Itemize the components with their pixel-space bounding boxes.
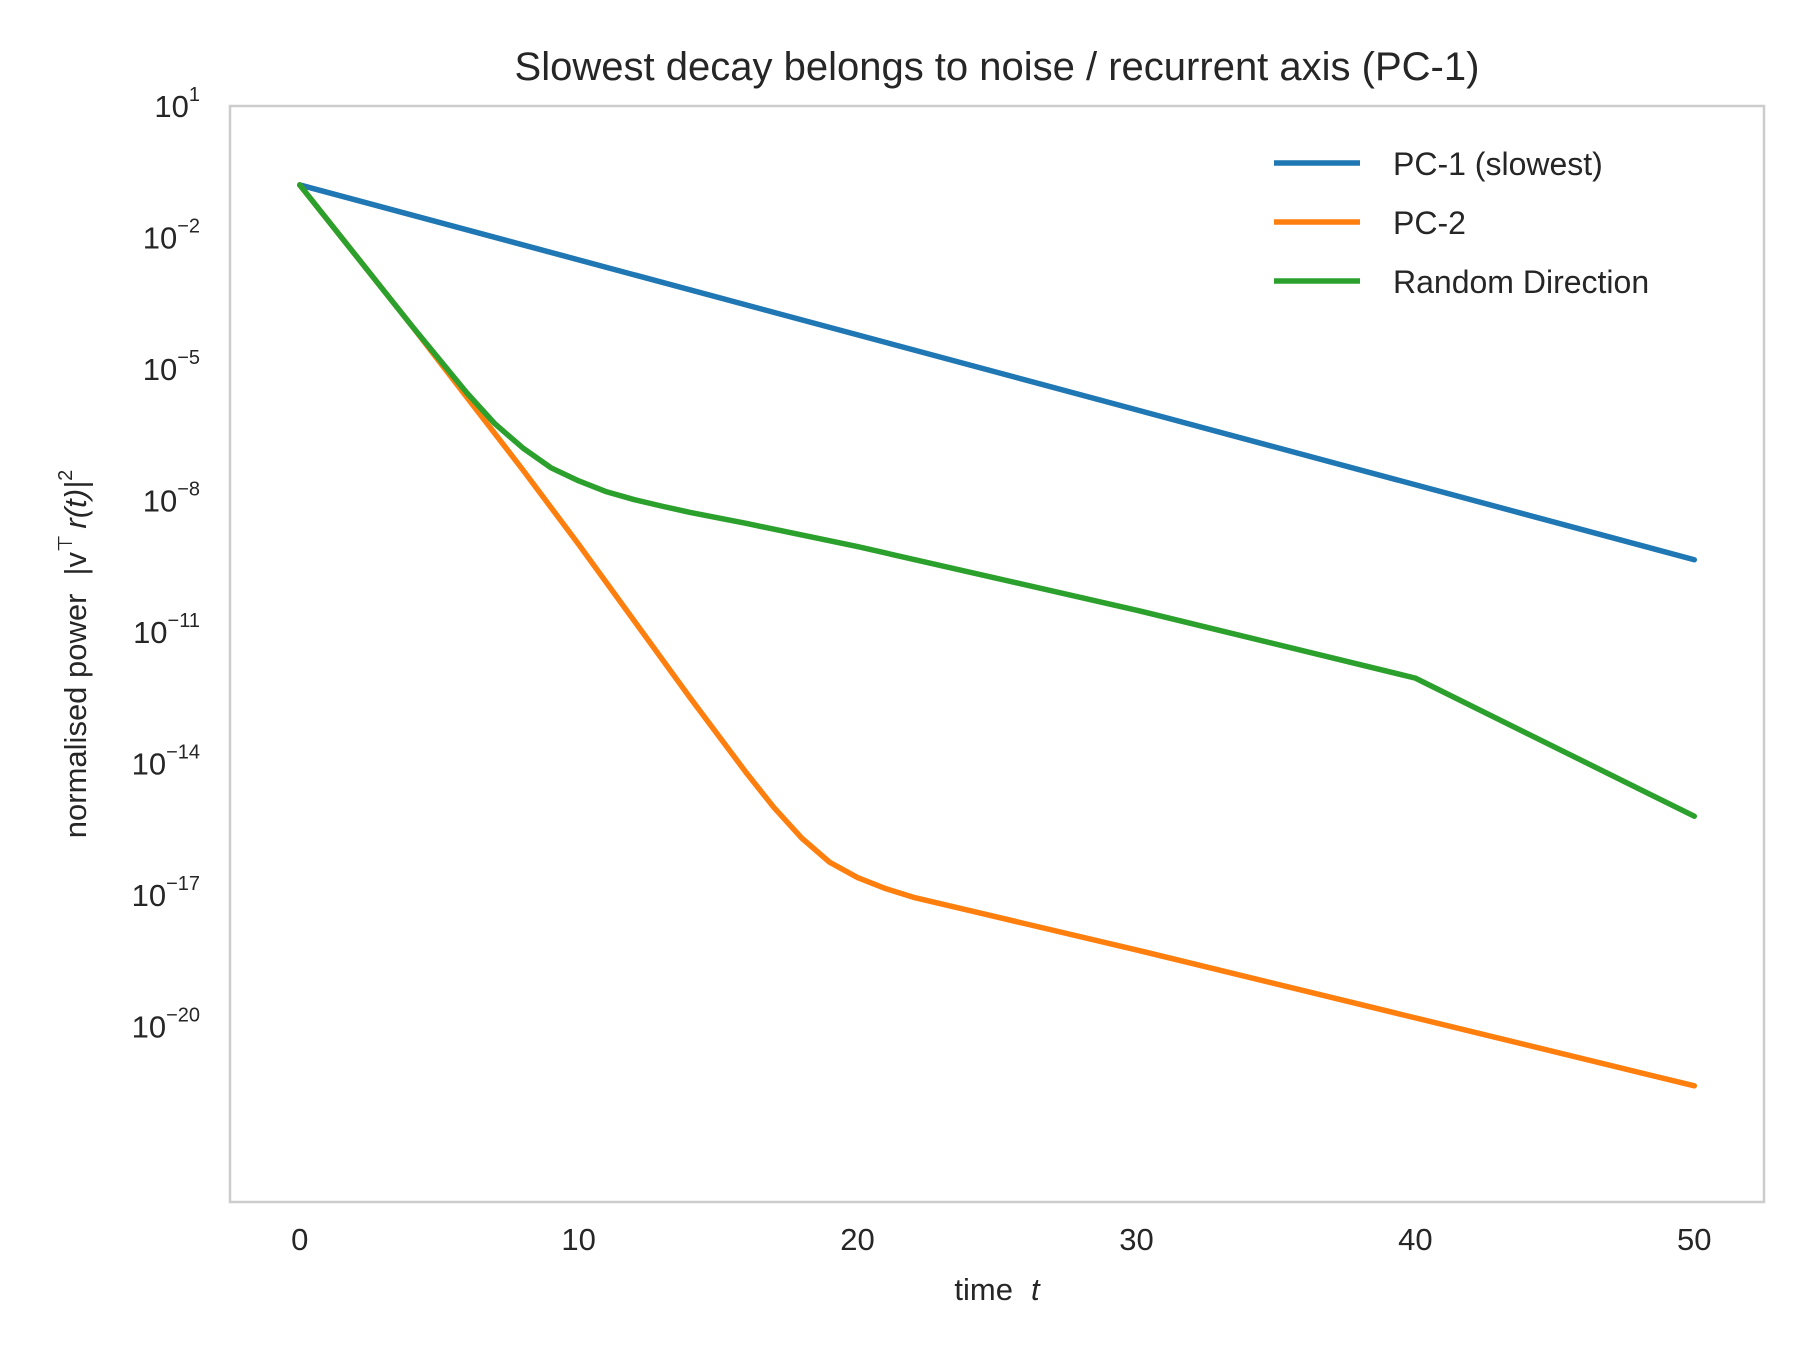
chart-title: Slowest decay belongs to noise / recurre… [515,45,1480,89]
x-tick-label: 0 [291,1222,308,1257]
y-tick-label: 10−5 [143,347,200,387]
series-line-2 [296,182,1698,1089]
x-axis-label: time t [954,1272,1041,1307]
legend-label: PC-2 [1393,205,1466,241]
y-tick-label: 10−17 [132,873,200,913]
y-tick-label: 10−20 [132,1005,200,1045]
x-tick-label: 40 [1398,1222,1432,1257]
series-lines [296,182,1698,1089]
y-axis-label: normalised power |v⊤ r(t)|2 [55,470,93,838]
series-line-3 [296,182,1698,819]
legend-label: PC-1 (slowest) [1393,146,1603,182]
y-tick-label: 10−14 [132,742,200,782]
x-tick-label: 30 [1119,1222,1153,1257]
legend-label: Random Direction [1393,264,1649,300]
y-axis-label-body: r(t)| [58,481,93,529]
y-axis-label-transpose: ⊤ [55,535,77,552]
x-tick-label: 20 [840,1222,874,1257]
x-tick-label: 10 [561,1222,595,1257]
y-axis-label-exponent: 2 [55,470,77,481]
x-axis-ticks: 0 10 20 30 40 50 [291,1222,1711,1257]
y-axis-label-open: |v [58,551,93,575]
y-tick-label: 10−8 [143,479,200,519]
y-axis-ticks: 101 10−2 10−5 10−8 10−11 10−14 10−17 10−20 [132,84,200,1045]
legend: PC-1 (slowest) PC-2 Random Direction [1274,146,1649,300]
y-axis-label-text: normalised power [58,594,93,839]
x-tick-label: 50 [1677,1222,1711,1257]
y-tick-label: 10−11 [133,610,200,650]
y-tick-label: 10−2 [143,216,200,256]
x-axis-label-text: time [954,1272,1013,1307]
x-axis-label-variable: t [1031,1272,1041,1307]
plot-frame [228,104,1766,1204]
series-line-1 [296,182,1698,563]
y-tick-label: 101 [154,84,200,124]
